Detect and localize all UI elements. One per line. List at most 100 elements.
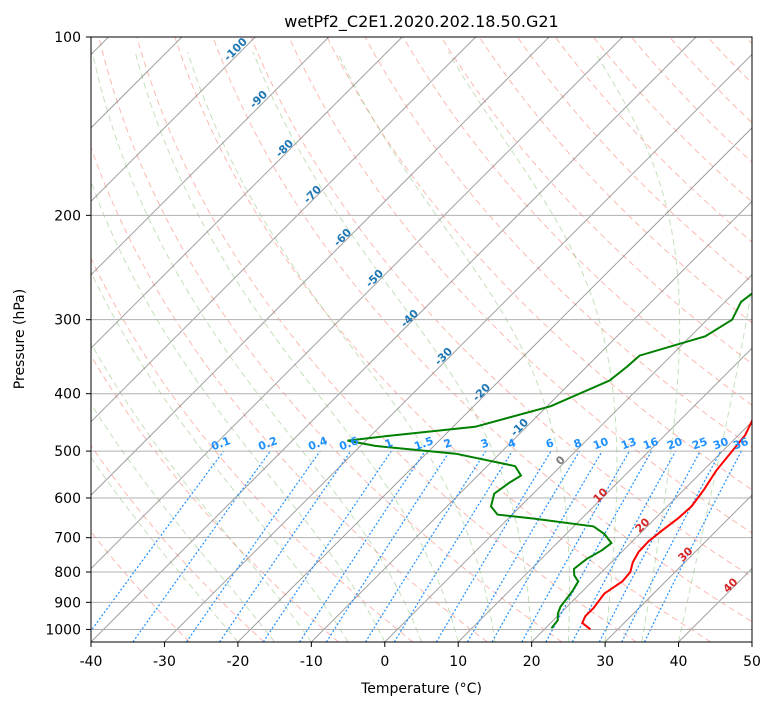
mixing-ratio-line [393, 450, 513, 642]
isotherm-label: -60 [331, 226, 354, 249]
mixing-ratio-line [545, 450, 653, 642]
plot-frame [90, 36, 753, 643]
dry-adiabat-line [440, 37, 752, 365]
mixing-ratio-line [435, 450, 552, 642]
mixing-ratio-label: 6 [544, 436, 556, 451]
mixing-ratio-line [491, 450, 603, 642]
isotherm-label: 20 [633, 515, 653, 535]
dry-adiabat-line [326, 37, 752, 491]
x-tick-label: -40 [80, 654, 103, 670]
mixing-ratio-label: 0.4 [306, 434, 329, 453]
y-tick-label: 200 [54, 208, 81, 224]
moist-adiabat-line [91, 456, 239, 642]
mixing-ratio-label: 0.1 [209, 434, 232, 453]
isotherm-line [91, 37, 403, 349]
isotherm-label: -50 [363, 267, 386, 290]
moist-adiabat-line [678, 283, 752, 642]
y-axis: 100 200 300 400 500 600 700 800 900 1000 [45, 30, 91, 638]
isotherm-label: -10 [508, 416, 531, 439]
dry-adiabat-line [516, 37, 752, 283]
dry-adiabat-line [91, 444, 265, 642]
pressure-gridlines [91, 37, 752, 630]
isotherm-label: -30 [432, 345, 455, 368]
mixing-ratio-label: 1.5 [412, 434, 435, 453]
moist-adiabat-line [447, 51, 618, 642]
chart-title: wetPf2_C2E1.2020.202.18.50.G21 [284, 12, 558, 32]
mixing-ratio-label: 1 [383, 436, 395, 451]
x-axis-label: Temperature (°C) [360, 681, 482, 697]
x-tick-label: 30 [596, 654, 614, 670]
x-tick-label: 10 [449, 654, 467, 670]
moist-adiabat-line [336, 51, 570, 642]
dry-adiabat-line [593, 37, 752, 203]
mixing-ratio-label: 2 [442, 436, 454, 451]
dry-adiabat-line [98, 37, 563, 642]
isotherm-label: 40 [721, 575, 741, 595]
dry-adiabat-line [478, 37, 752, 324]
x-tick-label: -20 [226, 654, 249, 670]
mixing-ratio-label: 16 [641, 435, 660, 453]
isotherm-label: -100 [221, 35, 250, 64]
mixing-ratio-line [91, 450, 225, 632]
isotherm-label: -90 [247, 88, 270, 111]
y-tick-label: 800 [54, 565, 81, 581]
mixing-ratio-label: 3 [479, 436, 491, 451]
isotherm-line [531, 420, 752, 642]
temperature-line [581, 418, 752, 631]
mixing-ratio-label: 0.2 [256, 434, 279, 453]
isotherm-line [310, 200, 752, 642]
isotherm-label: -80 [273, 137, 296, 160]
mixing-ratio-line [364, 450, 487, 642]
x-axis: -40 -30 -20 -10 0 10 20 30 40 50 [80, 642, 761, 670]
isopleth-labels: -100-90-80-70-60-50-40-30-20-10010203040… [209, 35, 750, 596]
x-tick-label: -30 [153, 654, 176, 670]
isotherm-line [164, 53, 752, 642]
mixing-ratio-line [325, 450, 451, 642]
mixing-ratio-label: 36 [731, 435, 750, 453]
isotherm-line [91, 37, 623, 570]
mixing-ratio-line [521, 450, 630, 642]
mixing-ratio-label: 0.6 [337, 434, 360, 453]
profile-lines [347, 292, 752, 631]
mixing-ratio-label: 10 [591, 435, 610, 453]
y-tick-label: 400 [54, 387, 81, 403]
moist-adiabat-line [91, 402, 275, 642]
isotherm-line [457, 347, 752, 642]
isotherm-line [91, 37, 477, 423]
dry-adiabat-line [91, 530, 190, 642]
x-tick-label: 40 [670, 654, 688, 670]
dry-adiabat-line [91, 146, 488, 642]
mixing-ratio-line [643, 450, 742, 642]
isotherm-line [604, 494, 752, 642]
x-tick-label: 0 [380, 654, 389, 670]
y-tick-label: 700 [54, 531, 81, 547]
dry-adiabat-line [91, 257, 414, 642]
mixing-ratio-line [571, 450, 677, 642]
isotherm-line [751, 641, 752, 642]
isotherm-label: 30 [676, 544, 696, 564]
background-lines [91, 37, 752, 642]
dry-adiabat-line [745, 37, 752, 45]
mixing-ratio-line [219, 450, 352, 642]
isotherm-line [91, 37, 256, 203]
mixing-ratio-label: 25 [690, 435, 709, 452]
moist-adiabat-line [134, 51, 459, 642]
dry-adiabat-line [212, 37, 752, 623]
x-tick-label: 50 [743, 654, 761, 670]
isotherm-line [91, 37, 550, 496]
mixing-ratio-label: 13 [619, 435, 638, 452]
moist-adiabat-line [187, 51, 496, 642]
mixing-ratio-label: 4 [506, 436, 518, 451]
dry-adiabat-line [707, 37, 752, 84]
dry-adiabat-line [250, 37, 752, 578]
mixing-ratio-label: 30 [711, 435, 730, 453]
y-tick-label: 500 [54, 444, 81, 460]
y-tick-label: 900 [54, 595, 81, 611]
isotherm-line [91, 37, 697, 642]
isotherm-line [384, 274, 752, 642]
moist-adiabat-line [594, 51, 681, 642]
mixing-ratio-line [466, 450, 581, 642]
isotherm-line [237, 127, 752, 642]
dry-adiabat-line [554, 37, 752, 243]
